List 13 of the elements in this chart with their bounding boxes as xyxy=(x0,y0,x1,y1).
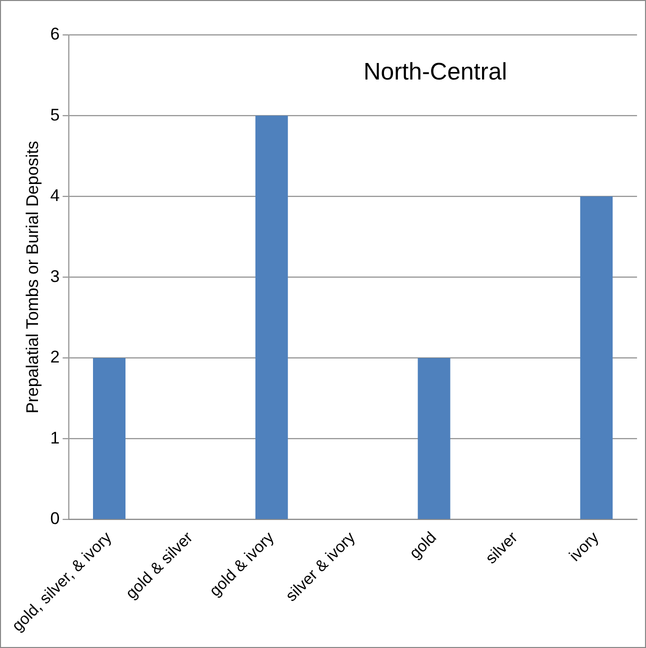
y-tick-label: 3 xyxy=(50,266,60,286)
bar xyxy=(418,358,450,520)
bar xyxy=(580,196,613,520)
y-tick-label: 6 xyxy=(50,24,60,44)
y-tick-label: 5 xyxy=(50,105,60,124)
y-tick-label: 2 xyxy=(50,348,60,367)
y-axis-title: Prepalatial Tombs or Burial Deposits xyxy=(22,140,42,414)
bar xyxy=(93,358,126,520)
bar xyxy=(255,116,288,520)
text: North-Central xyxy=(364,58,507,86)
y-tick-label: 4 xyxy=(50,186,60,206)
y-tick-label: 0 xyxy=(50,509,60,528)
y-tick-label: 1 xyxy=(50,428,60,448)
